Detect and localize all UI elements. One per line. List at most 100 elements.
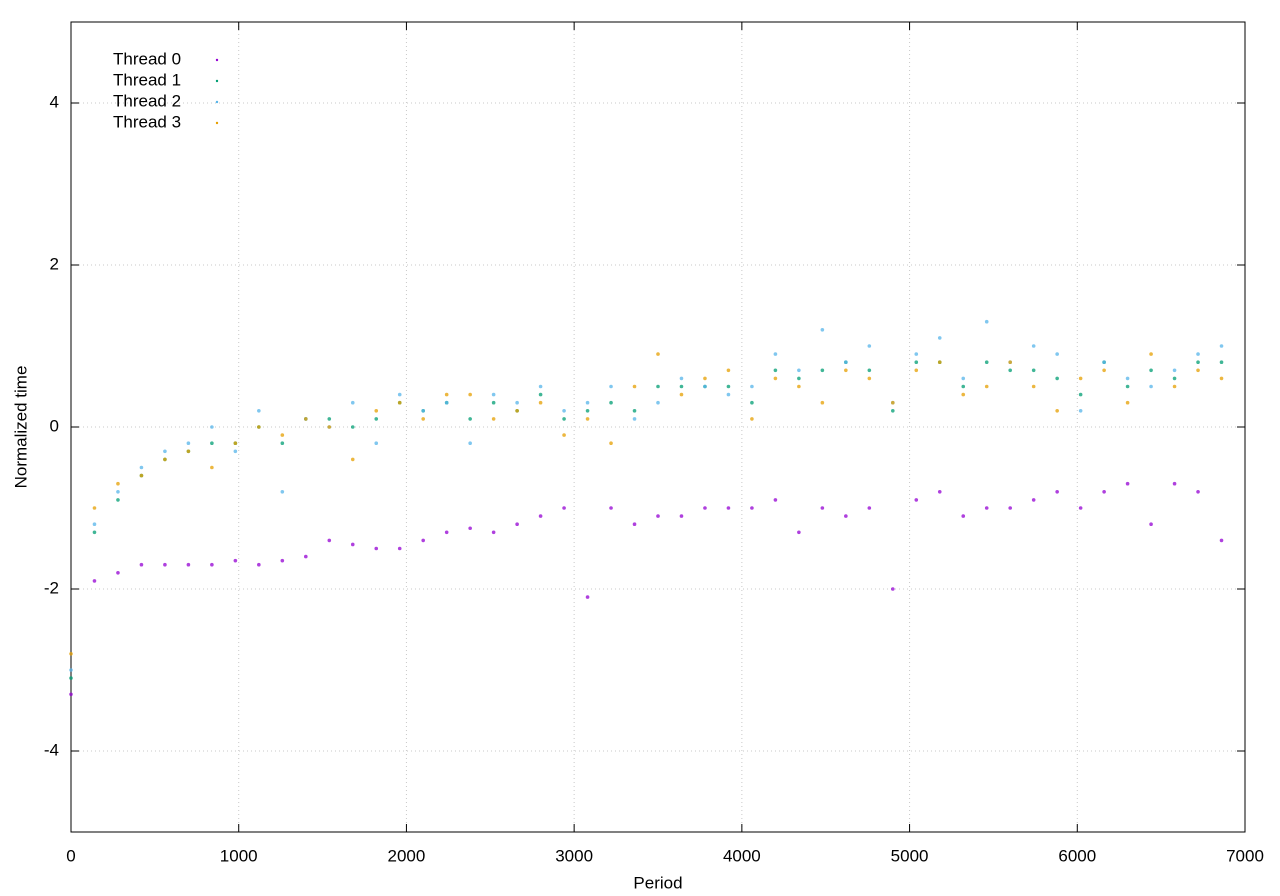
point [491, 530, 496, 535]
point [585, 400, 590, 405]
point [1055, 409, 1059, 413]
point [468, 417, 472, 421]
point [984, 360, 989, 365]
point [632, 417, 637, 421]
legend-swatch [215, 79, 219, 83]
point [820, 368, 825, 373]
point [984, 319, 989, 324]
point [92, 522, 97, 526]
point [257, 425, 261, 429]
point [1219, 538, 1224, 543]
point [327, 417, 332, 421]
point [397, 400, 402, 405]
legend-label: Thread 2 [113, 91, 181, 110]
point [1196, 490, 1200, 494]
point [1149, 384, 1153, 389]
point [750, 506, 754, 510]
x-tick-label: 3000 [555, 846, 593, 865]
point [163, 457, 167, 462]
point [491, 392, 496, 397]
point [397, 546, 402, 551]
point [656, 514, 660, 518]
x-tick-label: 5000 [891, 846, 929, 865]
point [773, 376, 778, 381]
point [585, 417, 590, 421]
point [397, 392, 402, 397]
point [1125, 400, 1130, 405]
point [937, 336, 942, 340]
point [280, 490, 285, 494]
point [656, 384, 660, 389]
y-tick-label: 2 [50, 254, 59, 273]
x-tick-label: 0 [66, 846, 75, 865]
point [797, 530, 801, 535]
point [891, 587, 895, 591]
point [1031, 384, 1036, 389]
point [632, 522, 637, 526]
point [773, 498, 778, 502]
point [797, 376, 801, 381]
legend-swatch [215, 121, 219, 125]
point [1149, 352, 1153, 356]
point [327, 425, 332, 429]
point [562, 409, 566, 413]
point [69, 692, 73, 697]
point [609, 384, 613, 389]
point [1078, 409, 1083, 413]
point [350, 457, 355, 462]
point [750, 400, 754, 405]
point [679, 392, 684, 397]
point [961, 384, 966, 389]
legend-label: Thread 1 [113, 70, 181, 89]
point [679, 376, 684, 381]
point [1055, 376, 1059, 381]
point [116, 490, 120, 494]
point [163, 449, 167, 454]
point [1125, 384, 1130, 389]
x-tick-label: 7000 [1226, 846, 1264, 865]
point [210, 465, 214, 470]
point [515, 409, 519, 413]
point [703, 384, 707, 389]
point [515, 400, 519, 405]
point [491, 417, 496, 421]
legend-label: Thread 3 [113, 112, 181, 131]
point [1172, 384, 1177, 389]
point [1031, 344, 1036, 348]
point [609, 400, 613, 405]
point [515, 522, 519, 526]
point [961, 392, 966, 397]
point [1031, 368, 1036, 373]
point [867, 376, 872, 381]
point [468, 441, 472, 446]
point [444, 400, 449, 405]
point [350, 542, 355, 547]
point [1008, 360, 1012, 365]
point [538, 400, 543, 405]
point [773, 368, 778, 373]
point [210, 562, 214, 567]
point [92, 506, 97, 510]
point [867, 344, 872, 348]
point [891, 400, 895, 405]
point [538, 392, 543, 397]
point [421, 538, 426, 543]
point [961, 514, 966, 518]
point [186, 441, 191, 446]
x-axis-title: Period [633, 873, 682, 892]
point [1172, 368, 1177, 373]
point [327, 538, 332, 543]
point [1196, 368, 1200, 373]
point [726, 368, 731, 373]
point [914, 352, 919, 356]
y-tick-label: -4 [44, 740, 59, 759]
point [750, 417, 754, 421]
point [186, 449, 191, 454]
point [797, 384, 801, 389]
point [280, 441, 285, 446]
point [421, 417, 426, 421]
point [609, 506, 613, 510]
x-tick-label: 4000 [723, 846, 761, 865]
point [374, 441, 379, 446]
